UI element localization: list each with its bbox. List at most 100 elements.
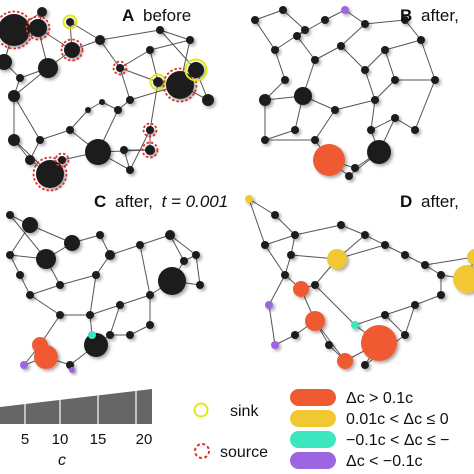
network-edge: [404, 19, 422, 41]
network-node: [381, 241, 389, 249]
network-node: [271, 341, 279, 349]
network-edge: [59, 274, 97, 286]
network-node: [291, 331, 299, 339]
network-node: [92, 271, 100, 279]
source-marker: [142, 122, 158, 138]
network-node: [391, 76, 399, 84]
network-edge: [314, 284, 356, 326]
network-edge: [264, 234, 296, 246]
network-edge: [264, 244, 286, 276]
network-node: [85, 107, 91, 113]
network-node: [381, 46, 389, 54]
size-tick-20: 20: [136, 431, 153, 448]
network-node: [293, 281, 309, 297]
network-node: [367, 126, 375, 134]
network-edge: [99, 39, 121, 69]
network-edge: [424, 256, 474, 266]
network-edge: [364, 69, 376, 101]
network-node: [126, 166, 134, 174]
sink-label: sink: [230, 403, 259, 420]
network-edge: [340, 45, 366, 71]
network-edge: [248, 198, 276, 216]
network-node: [345, 172, 353, 180]
network-edge: [354, 314, 386, 326]
network-node: [86, 311, 94, 319]
network-edge: [89, 304, 121, 316]
sink-marker: [149, 73, 167, 91]
network-node: [126, 96, 134, 104]
network-edge: [314, 109, 336, 141]
network-node: [180, 257, 188, 265]
network-node: [325, 341, 333, 349]
network-node: [271, 46, 279, 54]
network-node: [36, 160, 64, 188]
network-node: [146, 46, 154, 54]
size-tick-15: 15: [90, 431, 107, 448]
network-node: [202, 94, 214, 106]
source-marker: [112, 60, 128, 76]
network-node: [437, 291, 445, 299]
network-node: [85, 139, 111, 165]
network-node: [116, 301, 124, 309]
legend-swatch-large-decrease: [290, 452, 336, 469]
network-node: [437, 271, 445, 279]
panel-a-title: A before: [122, 6, 191, 25]
network-node: [421, 261, 429, 269]
network-node: [196, 281, 204, 289]
network-edge: [384, 49, 396, 81]
sink-marker: [62, 14, 78, 30]
network-node: [0, 14, 30, 46]
network-node: [38, 58, 58, 78]
network-node: [351, 321, 359, 329]
legend-swatch-small-increase: [290, 410, 336, 427]
network-edge: [29, 284, 61, 296]
network-node: [120, 146, 128, 154]
network-edge: [29, 294, 61, 316]
network-edge: [109, 304, 121, 336]
network-edge: [159, 29, 191, 41]
network-panel-d: [245, 195, 474, 369]
network-node: [6, 211, 14, 219]
network-node: [287, 251, 295, 259]
network-node: [192, 251, 200, 259]
network-node: [321, 16, 329, 24]
network-node: [279, 6, 287, 14]
legend-swatch-small-decrease: [290, 431, 336, 448]
network-node: [411, 301, 419, 309]
network-node: [95, 35, 105, 45]
panel-b-title: B after,: [400, 6, 459, 25]
source-marker: [32, 156, 68, 192]
network-edge: [364, 49, 386, 71]
network-node: [58, 156, 66, 164]
network-edge: [119, 294, 151, 306]
legend-label-large-decrease: Δc < −0.1c: [346, 453, 423, 470]
network-node: [401, 251, 409, 259]
network-node: [361, 361, 369, 369]
network-edge: [109, 244, 141, 256]
network-node: [313, 144, 345, 176]
size-tick-5: 5: [21, 431, 29, 448]
network-edge: [268, 304, 276, 346]
network-node: [36, 249, 56, 269]
network-edge: [119, 67, 131, 101]
source-marker: [162, 67, 198, 103]
network-node: [66, 126, 74, 134]
network-node: [367, 140, 391, 164]
network-node: [453, 265, 474, 293]
network-edge: [384, 304, 416, 316]
network-edge: [169, 234, 197, 256]
source-marker: [54, 152, 70, 168]
network-node: [271, 211, 279, 219]
network-edge: [139, 244, 151, 296]
size-axis-label: c: [58, 452, 66, 469]
network-node: [146, 291, 154, 299]
network-edge: [254, 19, 276, 51]
network-node: [251, 16, 259, 24]
source-label: source: [220, 444, 268, 461]
network-edge: [384, 39, 422, 51]
network-edge: [159, 29, 197, 71]
node-size-wedge: [0, 389, 152, 424]
network-edge: [274, 49, 286, 81]
network-node: [66, 18, 74, 26]
panel-d-title: D after,: [400, 192, 459, 211]
